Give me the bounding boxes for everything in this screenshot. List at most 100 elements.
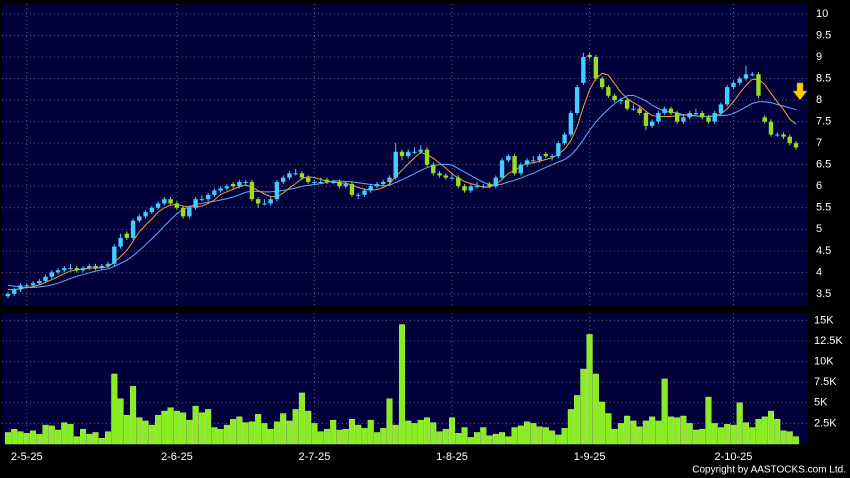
- y-tick-label: 5.5: [816, 202, 831, 214]
- volume-bar: [29, 430, 37, 445]
- volume-bar: [17, 431, 24, 445]
- volume-bar: [574, 395, 581, 445]
- volume-bar: [655, 420, 662, 445]
- volume-bar: [642, 420, 649, 445]
- candle-body: [180, 207, 186, 217]
- volume-bar: [499, 432, 506, 445]
- candle-body: [318, 181, 323, 183]
- candle-body: [424, 149, 430, 165]
- volume-bar: [148, 424, 155, 445]
- candle-body: [725, 87, 730, 105]
- x-tick-label: 2-6-25: [161, 451, 193, 463]
- volume-bar: [505, 436, 512, 445]
- candle-body: [762, 117, 767, 122]
- volume-bar: [342, 428, 349, 445]
- volume-bar: [761, 416, 768, 445]
- volume-bar: [355, 424, 362, 445]
- volume-bar: [111, 373, 118, 445]
- candle-body: [568, 112, 574, 135]
- candle-body: [356, 194, 361, 196]
- volume-bar: [242, 422, 249, 445]
- volume-bar: [36, 433, 43, 445]
- candle-body: [118, 237, 123, 247]
- candle-body: [518, 164, 524, 174]
- volume-bar: [280, 413, 287, 445]
- volume-bar: [480, 427, 487, 445]
- candle-body: [474, 186, 480, 188]
- candle-body: [237, 181, 242, 187]
- volume-bar: [330, 419, 337, 445]
- candle-body: [374, 184, 380, 187]
- candle-body: [212, 190, 217, 195]
- volume-bar: [186, 419, 193, 445]
- volume-bar: [48, 425, 55, 445]
- candle-body: [681, 117, 686, 122]
- candle-body: [168, 199, 173, 204]
- volume-bar: [211, 427, 218, 445]
- volume-bar: [67, 424, 74, 445]
- candle-body: [449, 177, 455, 179]
- volume-bar: [449, 417, 456, 445]
- candle-body: [668, 108, 674, 113]
- volume-bar: [555, 434, 562, 445]
- candle-body: [280, 177, 286, 182]
- volume-bar: [80, 428, 87, 445]
- volume-bar: [667, 416, 674, 445]
- volume-bar: [248, 421, 255, 445]
- volume-tick-label: 5K: [814, 397, 828, 409]
- candle-body: [381, 181, 386, 185]
- candle-body: [87, 265, 92, 269]
- candle-body: [543, 153, 549, 157]
- y-tick-label: 4.5: [816, 245, 831, 257]
- candle-body: [581, 56, 586, 83]
- volume-bar: [123, 414, 130, 445]
- volume-bar: [786, 431, 793, 445]
- candle-body: [293, 173, 298, 175]
- volume-bar: [774, 419, 781, 445]
- volume-bar: [736, 402, 743, 445]
- volume-bar: [380, 428, 387, 445]
- candle-body: [524, 160, 530, 165]
- candle-body: [406, 151, 411, 157]
- volume-bar: [286, 420, 293, 445]
- candle-body: [149, 207, 155, 213]
- y-tick-label: 5: [816, 223, 822, 235]
- volume-bar: [549, 430, 556, 445]
- volume-bar: [767, 410, 775, 445]
- candle-body: [462, 186, 467, 191]
- candle-body: [712, 112, 717, 122]
- candle-body: [468, 186, 473, 191]
- candle-body: [537, 156, 542, 161]
- volume-tick-label: 15K: [814, 314, 834, 326]
- copyright: Copyright by AASTOCKS.com Ltd.: [692, 465, 846, 476]
- volume-bar: [4, 432, 12, 445]
- candle-body: [456, 177, 461, 187]
- candle-body: [743, 74, 749, 79]
- volume-bar: [680, 415, 687, 445]
- y-tick-label: 7: [816, 137, 822, 149]
- candle-body: [5, 293, 11, 297]
- volume-bar: [742, 422, 749, 445]
- candle-body: [287, 173, 292, 178]
- volume-bar: [661, 378, 668, 445]
- volume-bar: [686, 423, 693, 445]
- volume-bar: [674, 417, 681, 445]
- volume-bar: [267, 428, 274, 445]
- candle-body: [193, 199, 198, 208]
- candle-body: [493, 177, 499, 187]
- volume-bar: [173, 410, 180, 445]
- candle-body: [80, 268, 86, 271]
- volume-bar: [86, 433, 93, 445]
- candle-body: [187, 207, 192, 217]
- candle-body: [137, 216, 142, 221]
- candle-body: [399, 151, 405, 157]
- volume-bar: [217, 428, 224, 445]
- candle-body: [706, 117, 711, 122]
- volume-tick-label: 2.5K: [814, 417, 837, 429]
- volume-bar: [486, 435, 493, 445]
- candle-body: [756, 74, 761, 96]
- volume-bar: [361, 428, 368, 445]
- volume-bar: [398, 324, 406, 445]
- volume-bar: [292, 409, 299, 445]
